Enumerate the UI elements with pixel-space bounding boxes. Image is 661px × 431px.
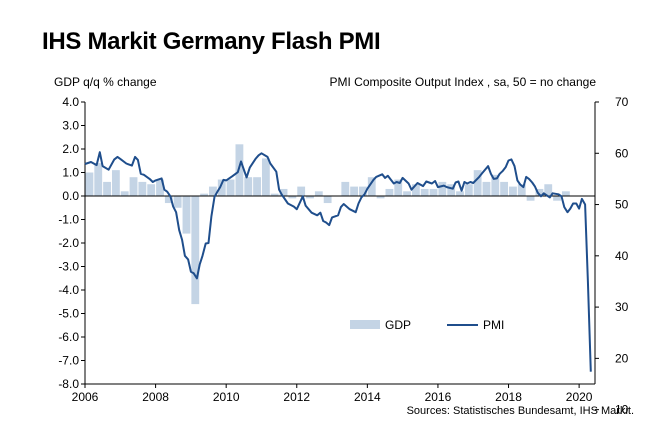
gdp-bar-2019-q3 [561, 191, 570, 196]
x-tick-label: 2016 [425, 390, 452, 404]
right-axis-label: PMI Composite Output Index , sa, 50 = no… [329, 75, 597, 89]
left-tick-label: 0.0 [62, 189, 79, 203]
gdp-bar-2016-q2 [447, 184, 456, 196]
legend: GDP PMI [350, 318, 504, 332]
x-tick-label: 2012 [283, 390, 310, 404]
gdp-bar-2014-q4 [394, 179, 403, 196]
right-tick-label: 50 [615, 198, 629, 212]
gdp-bar-2011-q3 [279, 188, 288, 196]
left-axis-ticks: 4.0 3.0 2.0 1.0 0.0 -1.0 -2.0 -3.0 -4.0 -5.0 -6.0 -… [58, 95, 85, 391]
gdp-bar-2017-q2 [482, 181, 491, 196]
x-axis-ticks: 2006 2008 2010 2012 2014 2016 2018 2020 [72, 384, 593, 404]
gdp-bar-2015-q2 [411, 184, 420, 196]
gdp-bar-2006-q1 [85, 172, 94, 196]
gdp-bar-2016-q3 [456, 191, 464, 196]
gdp-bar-2008-q4 [182, 196, 191, 234]
right-tick-label: 70 [615, 95, 629, 109]
left-tick-label: -1.0 [58, 213, 79, 227]
gdp-bar-2016-q4 [464, 184, 473, 196]
gdp-bar-2006-q2 [94, 163, 103, 196]
gdp-bar-2019-q1 [544, 184, 553, 196]
pmi-series [84, 151, 592, 372]
left-tick-label: 1.0 [62, 166, 79, 180]
x-tick-label: 2010 [213, 390, 240, 404]
gdp-bar-2011-q2 [270, 193, 279, 196]
right-axis-ticks: 70 60 50 40 30 20 10 [595, 95, 629, 417]
gdp-bar-2017-q4 [500, 181, 509, 196]
gdp-bar-2009-q1 [191, 196, 200, 305]
right-tick-label: 30 [615, 300, 629, 314]
gdp-bar-2008-q1 [156, 179, 164, 196]
left-tick-label: -4.0 [58, 283, 79, 297]
x-tick-label: 2008 [142, 390, 169, 404]
gdp-bar-2017-q3 [491, 174, 500, 196]
gdp-bar-2008-q3 [173, 196, 182, 208]
left-tick-label: -2.0 [58, 236, 79, 250]
gdp-bar-2007-q1 [120, 191, 129, 196]
gdp-bar-2009-q4 [217, 179, 226, 196]
gdp-bar-2015-q4 [429, 188, 438, 196]
axes [84, 102, 596, 385]
right-tick-label: 60 [615, 146, 629, 160]
legend-pmi-label: PMI [483, 318, 504, 332]
left-tick-label: -5.0 [58, 307, 79, 321]
left-tick-label: -3.0 [58, 260, 79, 274]
gdp-bar-2018-q3 [526, 196, 535, 201]
x-tick-label: 2018 [495, 390, 522, 404]
left-tick-label: -7.0 [58, 354, 79, 368]
gdp-bar-2019-q2 [553, 196, 561, 201]
gdp-bar-2007-q2 [129, 177, 138, 196]
gdp-bar-2014-q1 [367, 177, 376, 196]
left-tick-label: 4.0 [62, 95, 79, 109]
gdp-bar-2012-q4 [323, 196, 332, 204]
gdp-bar-2009-q2 [200, 193, 209, 196]
gdp-bar-2013-q3 [350, 186, 359, 196]
gdp-bar-2008-q2 [164, 196, 173, 204]
left-tick-label: 2.0 [62, 142, 79, 156]
gdp-bar-2018-q2 [517, 184, 526, 196]
gdp-bar-2010-q1 [226, 179, 235, 196]
gdp-bar-2018-q1 [509, 186, 517, 196]
right-tick-label: 40 [615, 249, 629, 263]
legend-gdp-swatch [350, 320, 380, 329]
left-tick-label: 3.0 [62, 119, 79, 133]
gdp-bar-2013-q4 [359, 186, 367, 196]
x-tick-label: 2014 [354, 390, 381, 404]
gdp-bar-2010-q3 [244, 177, 253, 196]
gdp-bar-2012-q1 [297, 186, 306, 196]
left-tick-label: -6.0 [58, 330, 79, 344]
legend-gdp-label: GDP [385, 318, 411, 332]
left-tick-label: -8.0 [58, 377, 79, 391]
gdp-bar-2015-q3 [420, 188, 429, 196]
gdp-bar-2010-q4 [253, 177, 261, 196]
gdp-bars [85, 144, 579, 305]
gdp-bar-2011-q1 [261, 158, 270, 196]
right-tick-label: 10 [615, 403, 629, 417]
gdp-bar-2013-q2 [341, 181, 350, 196]
source-note: Sources: Statistisches Bundesamt, IHS Ma… [406, 405, 634, 417]
left-axis-label: GDP q/q % change [54, 75, 157, 89]
right-tick-label: 20 [615, 351, 629, 365]
gdp-bar-2017-q1 [473, 170, 482, 196]
gdp-bar-2014-q3 [385, 188, 394, 196]
gdp-bar-2007-q4 [147, 184, 156, 196]
gdp-bar-2018-q4 [535, 188, 544, 196]
gdp-bar-2006-q3 [103, 181, 111, 196]
gdp-bar-2015-q1 [403, 191, 411, 196]
pmi-line [84, 151, 592, 372]
x-tick-label: 2006 [72, 390, 99, 404]
gdp-bar-2014-q2 [376, 196, 385, 199]
chart-title: IHS Markit Germany Flash PMI [42, 28, 381, 55]
gdp-bar-2012-q2 [306, 196, 314, 199]
gdp-bar-2016-q1 [438, 181, 447, 196]
gdp-bar-2012-q3 [314, 191, 323, 196]
gdp-bar-2007-q3 [138, 181, 147, 196]
gdp-bar-2009-q3 [209, 186, 217, 196]
gdp-bar-2006-q4 [111, 170, 120, 196]
x-tick-label: 2020 [566, 390, 593, 404]
gdp-bar-2011-q4 [288, 196, 297, 199]
